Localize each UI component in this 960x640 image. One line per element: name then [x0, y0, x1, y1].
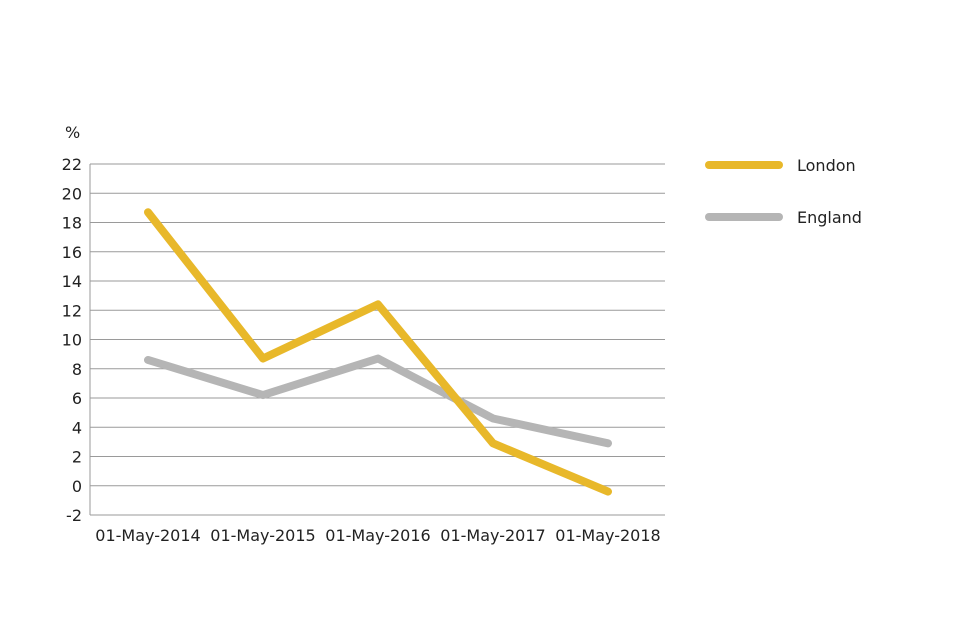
x-tick-label: 01-May-2016 [325, 526, 430, 545]
legend-label-london: London [797, 156, 856, 175]
y-tick-label: 20 [62, 184, 82, 203]
y-tick-label: 12 [62, 301, 82, 320]
legend: London England [705, 156, 862, 227]
y-tick-label: 16 [62, 243, 82, 262]
series-lines [144, 208, 612, 496]
series-line-london [144, 208, 612, 496]
y-tick-label: 0 [72, 477, 82, 496]
x-tick-label: 01-May-2017 [440, 526, 545, 545]
y-tick-label: 6 [72, 389, 82, 408]
y-tick-label: 22 [62, 155, 82, 174]
y-tick-label: -2 [66, 506, 82, 525]
y-tick-label: 8 [72, 360, 82, 379]
y-tick-label: 2 [72, 448, 82, 467]
x-axis-ticks: 01-May-2014 01-May-2015 01-May-2016 01-May-… [95, 526, 660, 545]
y-tick-label: 18 [62, 214, 82, 233]
y-tick-label: 4 [72, 418, 82, 437]
gridlines [89, 163, 665, 516]
x-tick-label: 01-May-2015 [210, 526, 315, 545]
x-tick-label: 01-May-2018 [555, 526, 660, 545]
series-line-england [144, 354, 612, 448]
y-axis-unit-label: % [65, 123, 80, 142]
x-tick-label: 01-May-2014 [95, 526, 200, 545]
y-tick-label: 10 [62, 331, 82, 350]
y-tick-label: 14 [62, 272, 82, 291]
legend-label-england: England [797, 208, 862, 227]
